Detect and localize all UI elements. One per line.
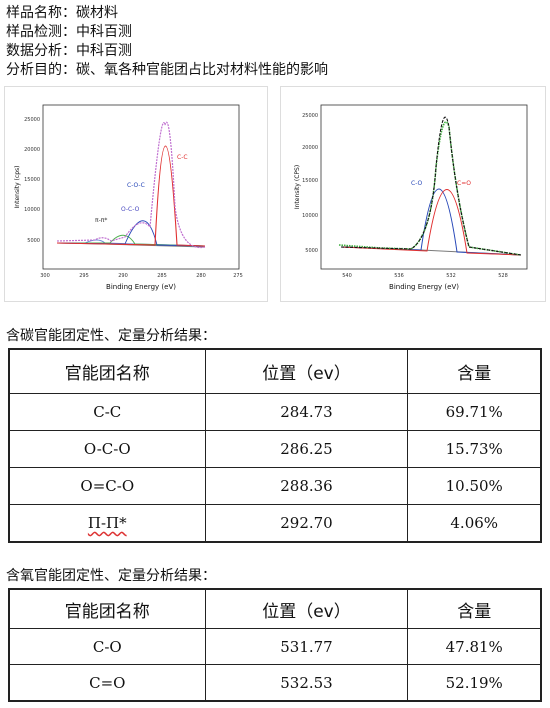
analysis-purpose-line: 分析目的：碳、氧各种官能团占比对材料性能的影响 (6, 62, 328, 78)
table-row: Π-Π* 292.70 4.06% (8, 504, 542, 543)
oxygen-ytick: 10000 (302, 213, 318, 219)
carbon-section-title: 含碳官能团定性、定量分析结果： (6, 328, 216, 344)
carbon-xtick: 290 (118, 273, 128, 279)
header-group-name: 官能团名称 (8, 588, 206, 629)
carbon-xtick: 280 (196, 273, 206, 279)
cell-position: 531.77 (204, 628, 409, 665)
carbon-spectrum-chart: 25000 20000 15000 10000 5000 300 295 290… (14, 104, 243, 291)
header-content: 含量 (407, 348, 542, 394)
carbon-ytick: 10000 (24, 207, 40, 213)
carbon-xlabel: Binding Energy (eV) (106, 283, 176, 291)
cell-group-name: O-C-O (8, 430, 206, 468)
oxygen-ytick: 25000 (302, 113, 318, 119)
cell-group-name: C=O (8, 664, 206, 702)
oxygen-xtick: 528 (498, 273, 508, 279)
header-group-name: 官能团名称 (8, 348, 206, 394)
oxygen-xtick: 532 (446, 273, 456, 279)
oxygen-xlabel: Binding Energy (eV) (389, 283, 459, 291)
carbon-plot-frame (42, 104, 240, 270)
cell-position: 284.73 (204, 393, 409, 431)
sample-info: 样品名称：碳材料 样品检测：中科百测 数据分析：中科百测 分析目的：碳、氧各种官… (6, 4, 328, 80)
carbon-pipi-label: π-π* (95, 217, 107, 224)
oxygen-ytick: 20000 (302, 145, 318, 151)
carbon-ococ-peak (57, 234, 206, 247)
carbon-ylabel: Intensity (cps) (14, 166, 21, 209)
table-row: C-C 284.73 69.71% (8, 393, 542, 431)
oxygen-co-peak (340, 188, 522, 256)
cell-position: 532.53 (204, 664, 409, 702)
oxygen-section-title: 含氧官能团定性、定量分析结果： (6, 568, 216, 584)
carbon-xtick: 295 (79, 273, 89, 279)
header-content: 含量 (407, 588, 542, 629)
carbon-envelope-line (56, 121, 206, 249)
sample-testing-line: 样品检测：中科百测 (6, 24, 132, 40)
cell-group-name: C-O (8, 628, 206, 665)
carbon-xtick: 300 (40, 273, 50, 279)
cell-content: 4.06% (407, 504, 542, 543)
oxygen-ytick: 5000 (305, 248, 318, 254)
carbon-xtick: 275 (233, 273, 243, 279)
table-header-row: 官能团名称 位置（ev） 含量 (8, 588, 542, 629)
oxygen-co-label: C-O (411, 180, 423, 187)
header-position: 位置（ev） (204, 588, 409, 629)
carbon-ytick: 15000 (24, 177, 40, 183)
cell-position: 286.25 (204, 430, 409, 468)
oxygen-ylabel: Intensity (CPS) (294, 165, 301, 209)
carbon-xtick: 285 (157, 273, 167, 279)
table-row: C=O 532.53 52.19% (8, 664, 542, 702)
oxygen-ytick: 15000 (302, 178, 318, 184)
cell-content: 10.50% (407, 467, 542, 505)
sample-name-line: 样品名称：碳材料 (6, 5, 118, 21)
table-row: C-O 531.77 47.81% (8, 628, 542, 665)
oxygen-results-table: 官能团名称 位置（ev） 含量 C-O 531.77 47.81% C=O 53… (8, 588, 542, 702)
carbon-ytick: 25000 (24, 117, 40, 123)
oxygen-c-double-o-label: C=O (457, 180, 471, 187)
cell-position: 288.36 (204, 467, 409, 505)
carbon-ococ-label: O-C-O (121, 206, 140, 213)
table-header-row: 官能团名称 位置（ev） 含量 (8, 348, 542, 394)
cell-content: 52.19% (407, 664, 542, 702)
xps-spectra: 25000 20000 15000 10000 5000 300 295 290… (4, 86, 546, 302)
carbon-cc-peak (56, 145, 206, 247)
data-analysis-line: 数据分析：中科百测 (6, 43, 132, 59)
cell-content: 69.71% (407, 393, 542, 431)
cell-position: 292.70 (204, 504, 409, 543)
carbon-ytick: 20000 (24, 147, 40, 153)
oxygen-c-double-o-peak (340, 189, 522, 256)
oxygen-xtick: 540 (342, 273, 352, 279)
header-position: 位置（ev） (204, 348, 409, 394)
oxygen-envelope-line (340, 116, 522, 256)
pipi-text: Π-Π* (87, 514, 127, 532)
oxygen-spectrum-chart: 25000 20000 15000 10000 5000 540 536 532… (294, 104, 528, 291)
cell-content: 47.81% (407, 628, 542, 665)
cell-group-name: Π-Π* (8, 504, 206, 543)
cell-group-name: O=C-O (8, 467, 206, 505)
carbon-cc-label: C-C (177, 154, 188, 161)
carbon-coc-peak (56, 220, 206, 247)
oxygen-plot-frame (320, 104, 528, 270)
table-row: O=C-O 288.36 10.50% (8, 467, 542, 505)
oxygen-xtick: 536 (394, 273, 404, 279)
oxygen-spectrum-panel: 25000 20000 15000 10000 5000 540 536 532… (280, 86, 546, 302)
table-row: O-C-O 286.25 15.73% (8, 430, 542, 468)
cell-group-name: C-C (8, 393, 206, 431)
cell-content: 15.73% (407, 430, 542, 468)
carbon-results-table: 官能团名称 位置（ev） 含量 C-C 284.73 69.71% O-C-O … (8, 348, 542, 543)
carbon-coc-label: C-O-C (127, 182, 145, 189)
carbon-ytick: 5000 (27, 238, 40, 244)
carbon-spectrum-panel: 25000 20000 15000 10000 5000 300 295 290… (4, 86, 268, 302)
